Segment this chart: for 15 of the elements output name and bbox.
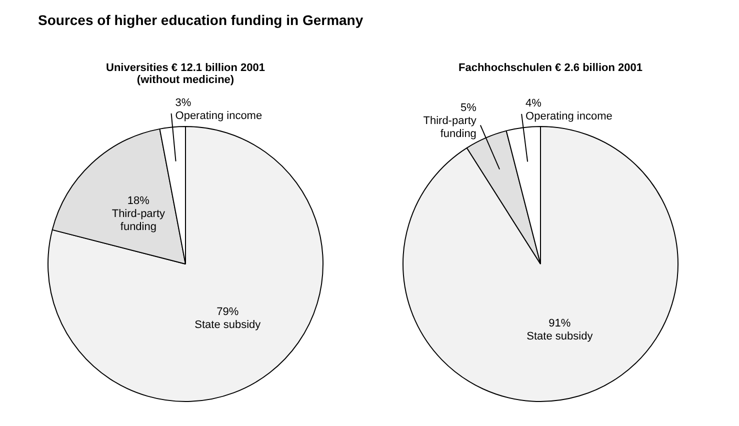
data-label: 18%	[127, 194, 150, 207]
chart-subtitle: Universities € 12.1 billion 2001 (without medicine)	[105, 62, 266, 88]
slice-label: State subsidy	[194, 318, 262, 331]
chart-title: Fachhochschulen € 2.6 billion 2001	[457, 62, 644, 76]
data-label: 3%	[175, 96, 192, 109]
data-label: 79%	[216, 306, 239, 318]
slice-label: State subsidy	[526, 330, 594, 343]
data-label: 5%	[460, 102, 477, 114]
slice-label: Third-party funding	[423, 115, 477, 140]
slice-label: Third-party funding	[112, 208, 166, 233]
slice-label: Operating income	[175, 110, 262, 122]
data-label: 4%	[526, 97, 542, 110]
slice-label: Operating income	[526, 110, 612, 122]
chart-title: Sources of higher education funding in Germany	[37, 11, 364, 30]
data-label: 91%	[548, 318, 571, 330]
